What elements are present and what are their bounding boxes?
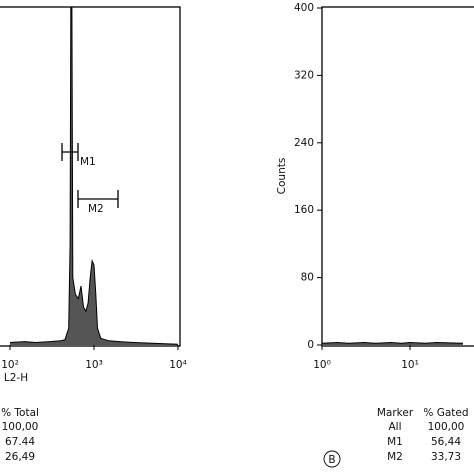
x-tick-label: 10³ — [85, 359, 103, 371]
y-tick-label: 80 — [301, 272, 314, 284]
table-cell: All — [388, 421, 401, 433]
table-cell: 56,44 — [431, 436, 461, 448]
y-tick-label: 0 — [307, 339, 314, 351]
histogram-line — [321, 341, 464, 344]
panel-label-circle — [323, 450, 341, 468]
table-cell: 100,00 — [2, 421, 39, 433]
y-tick-label: 240 — [294, 137, 314, 149]
gate-label: M2 — [88, 203, 104, 215]
histogram-line — [9, 7, 179, 345]
y-axis-label: Counts — [276, 158, 288, 195]
table-cell: M2 — [387, 451, 403, 463]
y-tick-label: 400 — [294, 2, 314, 14]
panel-label: B — [328, 454, 335, 466]
x-tick-label: 10⁰ — [313, 359, 331, 371]
histogram-area — [10, 8, 178, 345]
table-header: % Gated — [423, 407, 468, 419]
plot-frame — [321, 6, 474, 347]
table-cell: 33,73 — [431, 451, 461, 463]
gate-marker — [77, 190, 119, 208]
x-tick-label: 10² — [1, 359, 19, 371]
table-header: % Total — [1, 407, 39, 419]
gate-label: M1 — [80, 156, 96, 168]
table-cell: M1 — [387, 436, 403, 448]
x-tick-label: 10¹ — [401, 359, 419, 371]
plot-frame — [0, 6, 181, 347]
gate-marker — [61, 143, 79, 161]
table-cell: 26,49 — [5, 451, 35, 463]
table-header: Marker — [377, 407, 414, 419]
y-tick-label: 160 — [294, 204, 314, 216]
y-tick-label: 320 — [294, 69, 314, 81]
table-cell: 67.44 — [5, 436, 35, 448]
x-axis-label: L2-H — [4, 372, 28, 384]
x-tick-label: 10⁴ — [169, 359, 187, 371]
table-cell: 100,00 — [428, 421, 465, 433]
